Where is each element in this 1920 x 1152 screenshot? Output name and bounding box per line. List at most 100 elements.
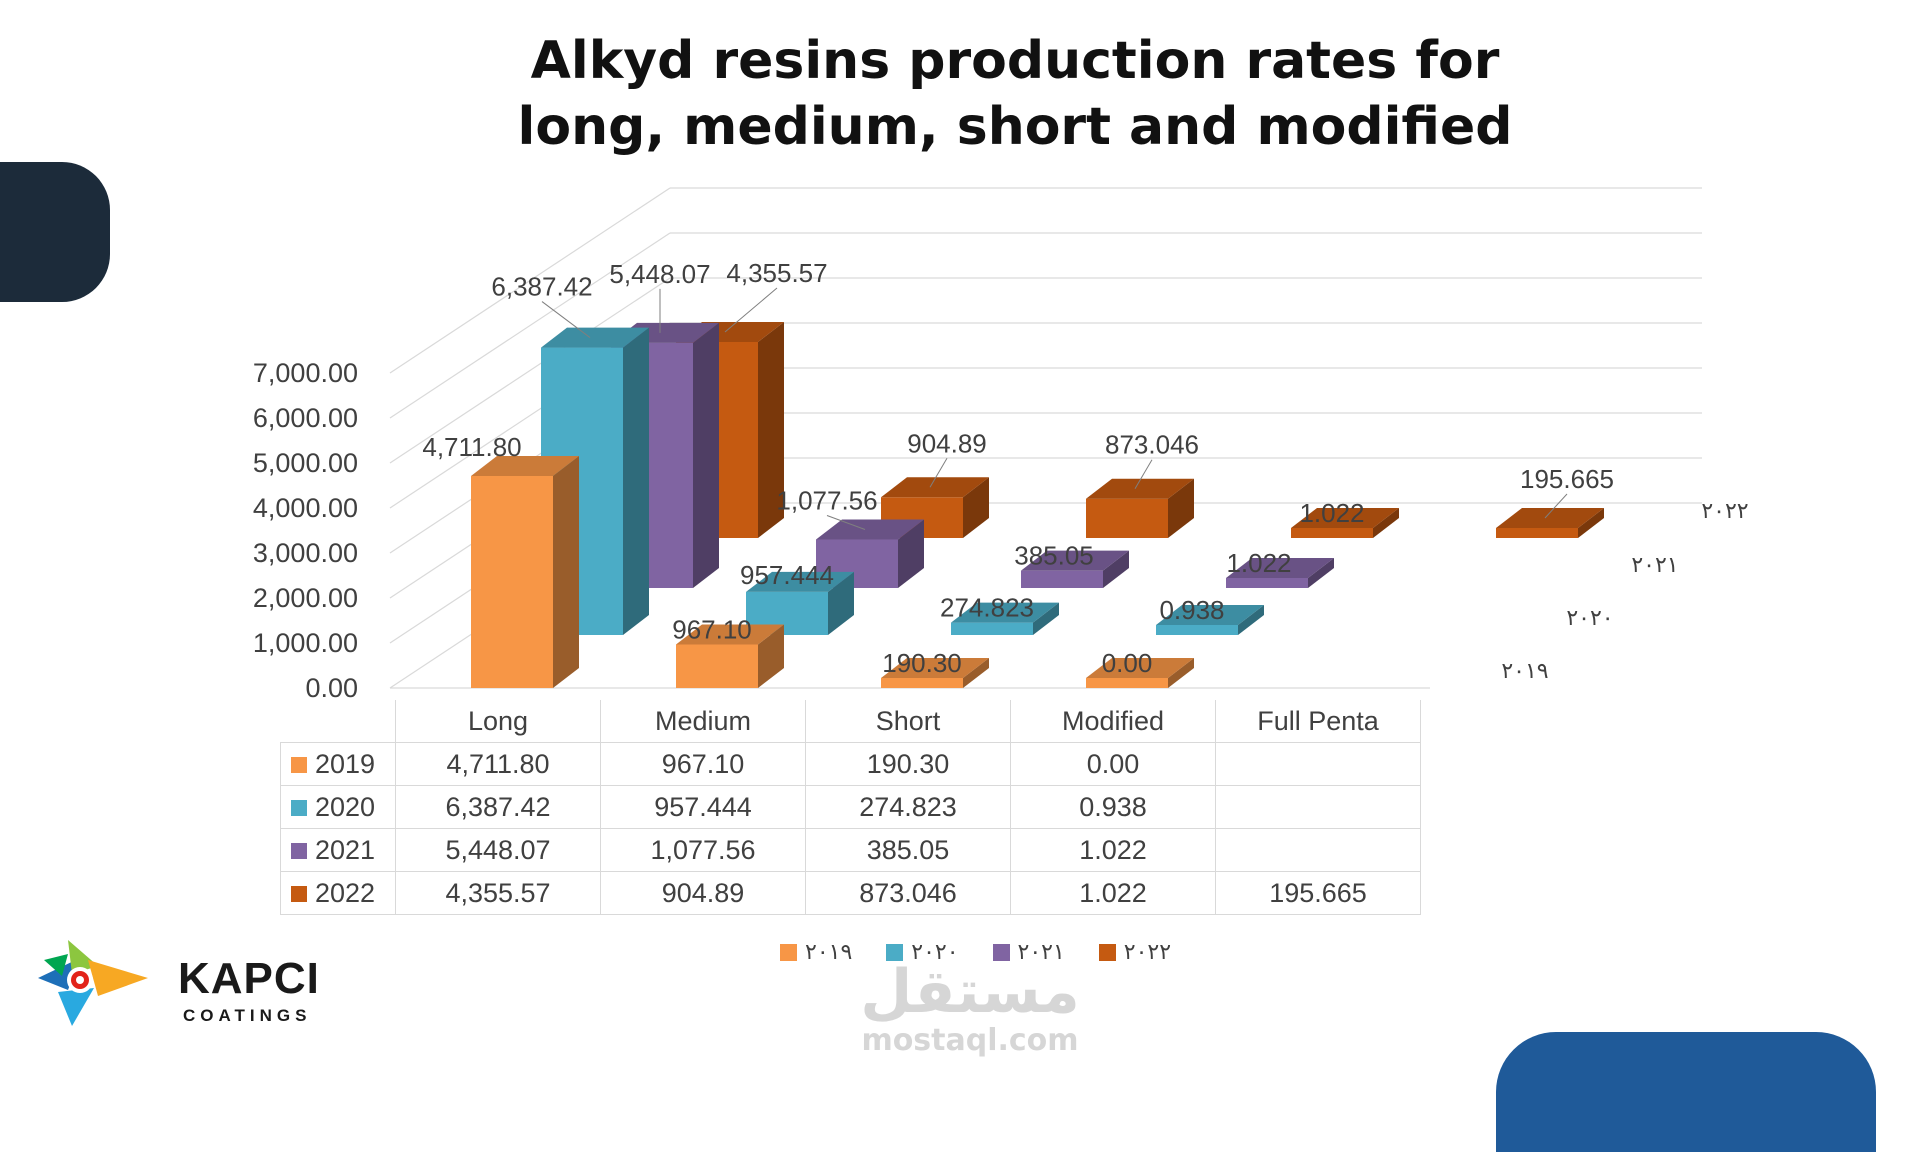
bar-top [541,327,649,348]
legend-item: ٢٠٢١ [992,940,1065,965]
table-cell: 0.00 [1010,742,1216,786]
watermark-latin: mostaql.com [861,1023,1079,1058]
data-label: 4,711.80 [422,432,521,462]
table-cell [1215,785,1421,829]
legend-item: ٢٠٢٢ [1098,940,1171,965]
depth-axis-label: ٢٠٢١ [1631,552,1678,577]
depth-axis-label: ٢٠٢٢ [1701,498,1748,523]
table-row: 2020 6,387.42 957.444 274.823 0.938 [280,785,1421,829]
table-col-header: Short [805,700,1011,743]
legend-label: ٢٠١٩ [805,940,853,965]
bar-2022-modified [1291,528,1373,538]
depth-axis-label: ٢٠١٩ [1501,658,1548,683]
y-tick-label: 4,000.00 [253,493,358,523]
bar-side [828,571,854,635]
bar-2019-short [881,678,963,688]
watermark: مستقل mostaql.com [850,960,1090,1058]
table-cell: 967.10 [600,742,806,786]
logo-wordmark: KAPCI [178,954,320,1003]
table-col-header: Modified [1010,700,1216,743]
table-cell: 904.89 [600,871,806,915]
data-table: Long Medium Short Modified Full Penta 20… [280,700,1421,915]
legend-swatch [1098,944,1116,961]
legend-swatch [886,944,904,961]
y-tick-label: 6,000.00 [253,403,358,433]
table-row: 2021 5,448.07 1,077.56 385.05 1.022 [280,828,1421,872]
bar-top [471,455,579,476]
bar-side [758,321,784,538]
data-label: 195.665 [1520,464,1614,494]
bar-side [758,624,784,688]
data-label: 1,077.56 [776,486,877,516]
y-tick-label: 3,000.00 [253,538,358,568]
bar-side [1238,605,1264,635]
table-year-label: 2021 [315,834,376,865]
bar-2021-short [1021,570,1103,588]
legend-key-swatch [291,800,307,817]
table-row-year: 2020 [280,785,396,829]
title-line-1: Alkyd resins production rates for [530,31,1500,91]
data-label: 0.938 [1159,595,1224,625]
table-year-label: 2020 [315,791,376,822]
table-cell: 195.665 [1215,871,1421,915]
bar-top [1291,508,1399,528]
legend-item: ٢٠١٩ [780,940,852,965]
data-label-leader [1544,493,1568,519]
bar-top [676,624,784,645]
data-label: 274.823 [940,593,1034,623]
bar-side [1168,478,1194,538]
bar-side [898,519,924,588]
bar-top [816,519,924,540]
table-cell [1215,828,1421,872]
side-gridline [389,232,671,419]
bar-2019-long [471,475,553,688]
table-cell: 1,077.56 [600,828,806,872]
data-label-leader [826,515,866,530]
bar-side [553,455,579,688]
y-tick-label: 0.00 [305,673,358,703]
table-cell: 0.938 [1010,785,1216,829]
bar-side [1033,602,1059,635]
bar-side [963,477,989,538]
bar-side [1168,658,1194,688]
table-year-label: 2022 [315,877,376,908]
bar-2020-short [951,622,1033,635]
legend-swatch [780,944,797,961]
table-row-year: 2021 [280,828,396,872]
watermark-arabic: مستقل [860,957,1080,1027]
kapci-logo: KAPCI COATINGS [28,930,348,1030]
table-col-header: Full Penta [1215,700,1421,743]
table-col-header: Long [395,700,601,743]
side-gridline [389,187,671,374]
bar-top [1021,550,1129,571]
table-row-year: 2022 [280,871,396,915]
data-label: 190.30 [882,648,962,678]
table-cell: 5,448.07 [395,828,601,872]
bar-2019-modified [1086,678,1168,688]
table-cell: 190.30 [805,742,1011,786]
table-cell: 873.046 [805,871,1011,915]
table-cell: 957.444 [600,785,806,829]
chart-title: Alkyd resins production rates for long, … [0,28,1920,160]
legend-item: ٢٠٢٠ [886,940,959,965]
data-label: 1.022 [1299,498,1364,528]
data-label-leader [541,301,591,338]
table-cell: 4,355.57 [395,871,601,915]
data-label: 5,448.07 [609,259,710,289]
bar-2022-full-penta [1496,528,1578,538]
legend-swatch [992,944,1010,961]
data-label: 0.00 [1102,648,1153,678]
data-label-leader [929,458,948,488]
legend-key-swatch [291,886,307,903]
table-corner [280,700,396,743]
y-tick-label: 1,000.00 [253,628,358,658]
bar-side [1373,508,1399,538]
table-row: 2022 4,355.57 904.89 873.046 1.022 195.665 [280,871,1421,915]
bar-top [951,602,1059,623]
table-col-header: Medium [600,700,806,743]
bar-top [1496,508,1604,528]
bar-2019-medium [676,644,758,688]
left-decor-tab [0,162,110,302]
chart-canvas: 0.00 1,000.00 2,000.00 3,000.00 4,000.00 5,00… [253,187,1749,703]
data-label: 957.444 [740,560,834,590]
